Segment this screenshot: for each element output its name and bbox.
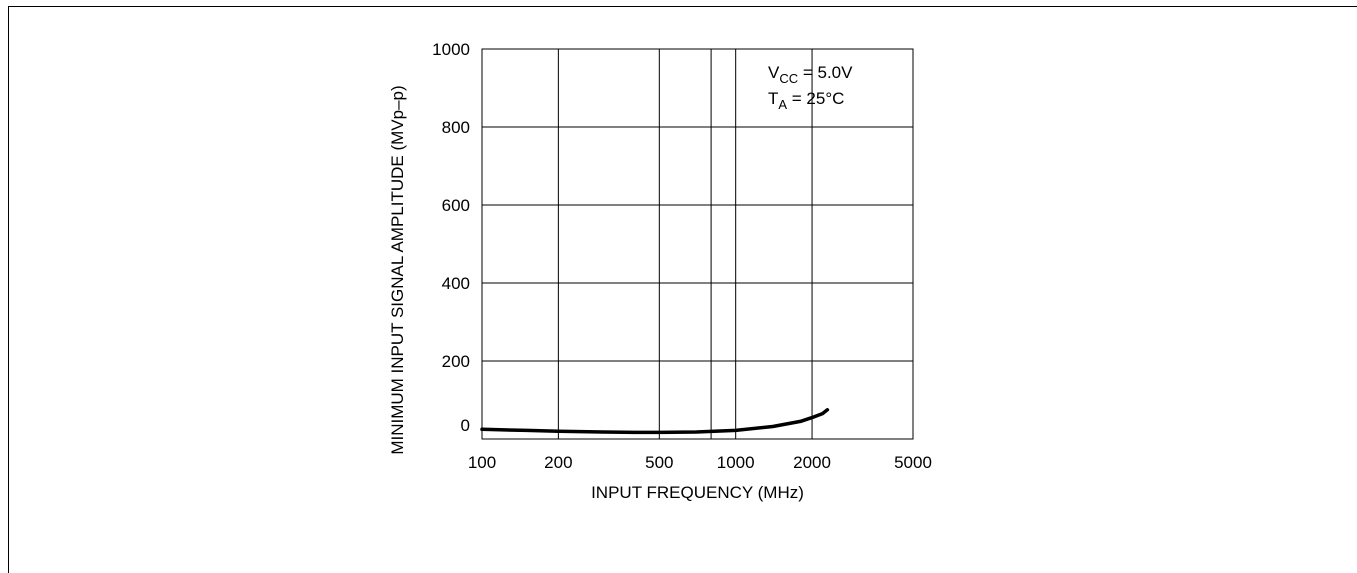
annotation-vcc-rest: = 5.0V [798,63,853,82]
annotation-ta-base: T [768,89,778,108]
x-tick-label: 1000 [717,453,755,472]
y-tick-label: 0 [461,416,470,435]
series-layer [480,408,830,435]
x-axis-label: INPUT FREQUENCY (MHz) [591,483,804,502]
y-tick-label: 800 [442,118,470,137]
grid [482,49,913,439]
annotation-ta-rest: = 25°C [787,89,844,108]
x-tick-label: 2000 [793,453,831,472]
x-tick-label: 100 [468,453,496,472]
x-tick-label: 5000 [894,453,932,472]
annotation-vcc: VCC = 5.0V [768,63,853,86]
series-line [480,408,830,435]
y-tick-label: 600 [442,196,470,215]
annotation-ta: TA = 25°C [768,89,844,112]
y-tick-label: 1000 [432,40,470,59]
x-tick-label: 500 [645,453,673,472]
plot-area [481,48,914,440]
y-axis-label: MINIMUM INPUT SIGNAL AMPLITUDE (MVp–p) [388,85,407,454]
conditions-annotation: VCC = 5.0V TA = 25°C [768,63,853,112]
figure-frame [8,6,1357,573]
annotation-vcc-sub: CC [779,71,798,86]
annotation-vcc-base: V [768,63,780,82]
tick-labels: 100 200 500 1000 2000 5000 0 200 400 600 800 1000 [432,40,932,472]
annotation-ta-sub: A [778,97,787,112]
y-tick-label: 200 [442,352,470,371]
x-tick-label: 200 [544,453,572,472]
y-tick-label: 400 [442,274,470,293]
